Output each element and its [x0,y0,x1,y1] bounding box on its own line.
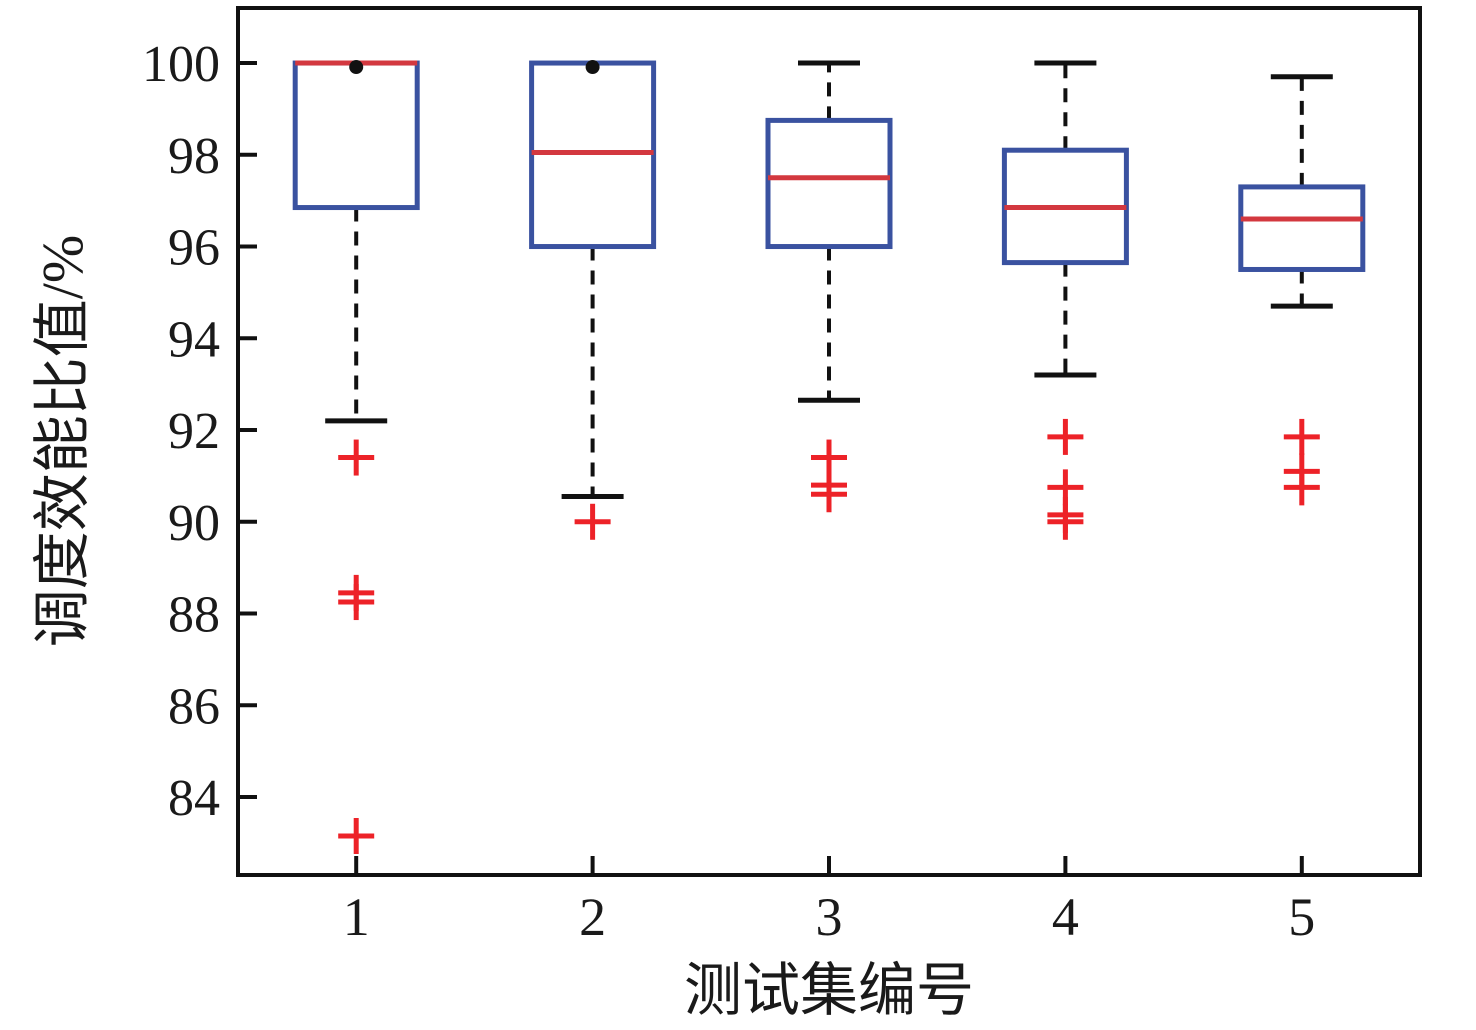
y-tick-label: 96 [168,220,220,277]
y-tick-label: 90 [168,495,220,552]
y-tick-label: 88 [168,587,220,644]
chart-plot-area: 100 98 96 94 92 90 88 86 84 1 2 3 4 5 [142,6,1422,947]
x-tick-label: 2 [579,887,606,947]
x-tick-label: 3 [816,887,843,947]
y-tick-label: 100 [142,36,220,93]
y-tick-label: 92 [168,403,220,460]
box [1238,184,1366,272]
y-tick-label: 86 [168,678,220,735]
x-tick-label: 1 [343,887,370,947]
y-axis-label: 调度效能比值/% [30,235,95,647]
y-tick-label: 98 [168,128,220,185]
whisker-endpoint-dot [349,60,364,75]
x-tick-label: 5 [1288,887,1315,947]
x-tick-label: 4 [1052,887,1079,947]
y-tick-label: 84 [168,770,220,827]
box [292,60,420,211]
x-axis-label: 测试集编号 [684,958,974,1023]
box [765,117,893,250]
y-tick-label: 94 [168,311,220,368]
whisker-endpoint-dot [585,60,600,75]
